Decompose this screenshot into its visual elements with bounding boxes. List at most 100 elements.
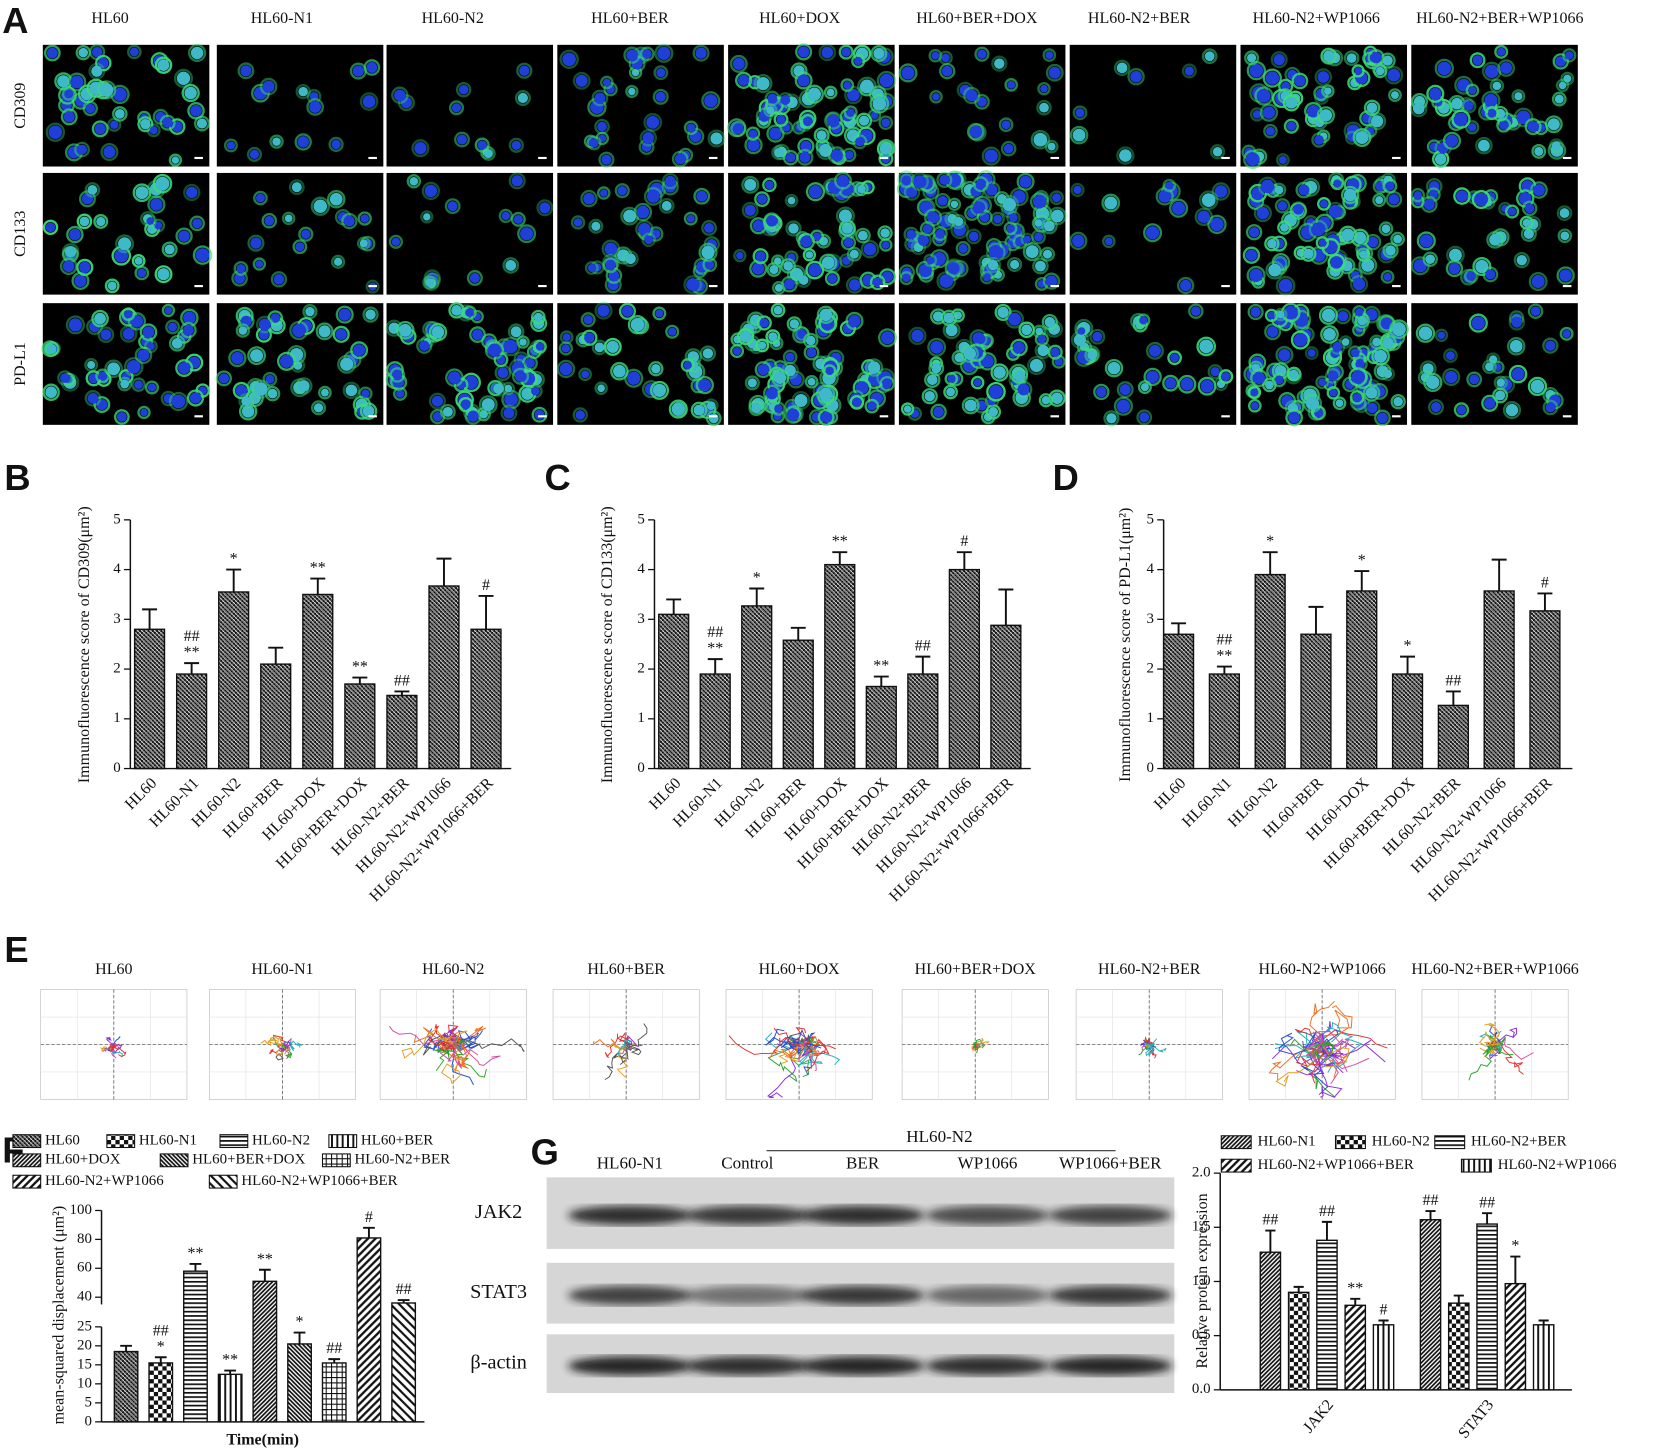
cell-nucleus — [950, 200, 959, 209]
scale-bar — [194, 415, 203, 418]
scale-bar — [708, 415, 718, 418]
cell-ring — [466, 270, 483, 286]
cell-nucleus — [858, 115, 870, 126]
cell-nucleus — [769, 264, 779, 275]
x-tick-label: HL60 — [1151, 775, 1189, 813]
cell-ring — [420, 210, 434, 224]
cell-ring — [423, 275, 440, 292]
cell-ring — [701, 220, 718, 236]
cell-nucleus — [1314, 135, 1324, 145]
cell-ring — [939, 62, 956, 80]
cell-nucleus — [124, 310, 133, 319]
track — [780, 1044, 800, 1058]
cell-ring — [1274, 198, 1291, 214]
legend-swatch — [159, 1153, 189, 1168]
cell-ring — [151, 218, 166, 233]
cell-ring — [1372, 193, 1387, 208]
track — [452, 1030, 484, 1049]
cell-ring — [763, 103, 778, 118]
scale-bar — [708, 156, 718, 160]
cell-ring — [228, 348, 247, 368]
cell-ring — [803, 332, 819, 349]
cell-nucleus — [1165, 181, 1174, 190]
cell-nucleus — [1092, 331, 1103, 342]
cell-nucleus — [64, 245, 77, 258]
cell-ring — [741, 201, 759, 219]
cell-nucleus — [1197, 210, 1211, 224]
cell-ring — [154, 265, 173, 284]
cell-ring — [131, 377, 146, 392]
cell-nucleus — [414, 142, 427, 155]
cell-ring — [93, 213, 109, 229]
cell-ring — [143, 214, 157, 228]
cell-ring — [838, 44, 854, 60]
cell-ring — [1341, 185, 1360, 205]
cell-ring — [1188, 303, 1204, 319]
cell-ring — [186, 389, 205, 407]
track — [1296, 1044, 1323, 1067]
cell-ring — [773, 112, 789, 127]
bar — [175, 673, 208, 770]
cell-nucleus — [1248, 226, 1260, 238]
error-bar — [184, 662, 200, 675]
cell-nucleus — [798, 275, 809, 285]
scale-bar — [879, 415, 889, 418]
cell-nucleus — [250, 237, 262, 249]
panel-letter: A — [2, 0, 28, 41]
cell-ring — [955, 241, 971, 257]
cell-nucleus — [1392, 322, 1406, 337]
blot-row-label: JAK2 — [475, 1201, 522, 1223]
cell-ring — [610, 362, 629, 381]
cell-nucleus — [993, 366, 1006, 379]
cell-ring — [65, 315, 85, 335]
cell-nucleus — [759, 318, 769, 328]
cell-ring — [1442, 367, 1461, 387]
cell-ring — [1034, 332, 1049, 347]
cell-ring — [980, 270, 994, 285]
cell-nucleus — [1252, 110, 1262, 119]
cell-nucleus — [107, 281, 117, 291]
cell-ring — [970, 375, 985, 390]
cell-nucleus — [241, 405, 255, 418]
significance: ## — [1445, 673, 1461, 690]
cell-ring — [140, 211, 156, 227]
cell-nucleus — [456, 134, 468, 145]
cell-ring — [510, 211, 526, 227]
column-header: HL60 — [95, 961, 132, 978]
cell-nucleus — [79, 216, 90, 227]
cell-ring — [1282, 94, 1301, 112]
cell-nucleus — [773, 305, 783, 315]
cell-ring — [1469, 52, 1486, 69]
track — [282, 1040, 303, 1052]
cell-nucleus — [562, 333, 571, 342]
cell-nucleus — [598, 134, 607, 143]
cell-nucleus — [1204, 51, 1215, 62]
cell-nucleus — [1564, 51, 1574, 60]
legend-label: HL60-N2+BER — [1471, 1134, 1567, 1150]
cell-nucleus — [1341, 338, 1350, 346]
cell-nucleus — [758, 110, 770, 122]
cell-nucleus — [1524, 203, 1535, 214]
cell-nucleus — [732, 57, 745, 70]
cell-nucleus — [880, 228, 890, 238]
micrograph-bg — [1069, 44, 1237, 167]
cell-nucleus — [48, 125, 63, 140]
cell-ring — [1410, 99, 1428, 118]
cell-nucleus — [819, 387, 833, 402]
cell-nucleus — [113, 87, 127, 102]
cell-nucleus — [1514, 92, 1523, 101]
micrograph — [42, 43, 210, 167]
cell-ring — [943, 384, 958, 400]
cell-nucleus — [1051, 392, 1063, 405]
legend-label: HL60-N2+WP1066+BER — [241, 1173, 397, 1189]
cell-nucleus — [1116, 62, 1128, 74]
cell-ring — [1363, 99, 1381, 116]
y-tick-label: 3 — [113, 611, 120, 627]
cell-nucleus — [977, 49, 987, 59]
cell-nucleus — [1278, 156, 1287, 165]
cell-nucleus — [1485, 362, 1494, 372]
cell-nucleus — [504, 384, 513, 393]
cell-nucleus — [62, 260, 75, 273]
cell-ring — [159, 114, 176, 131]
cell-ring — [1562, 48, 1577, 63]
